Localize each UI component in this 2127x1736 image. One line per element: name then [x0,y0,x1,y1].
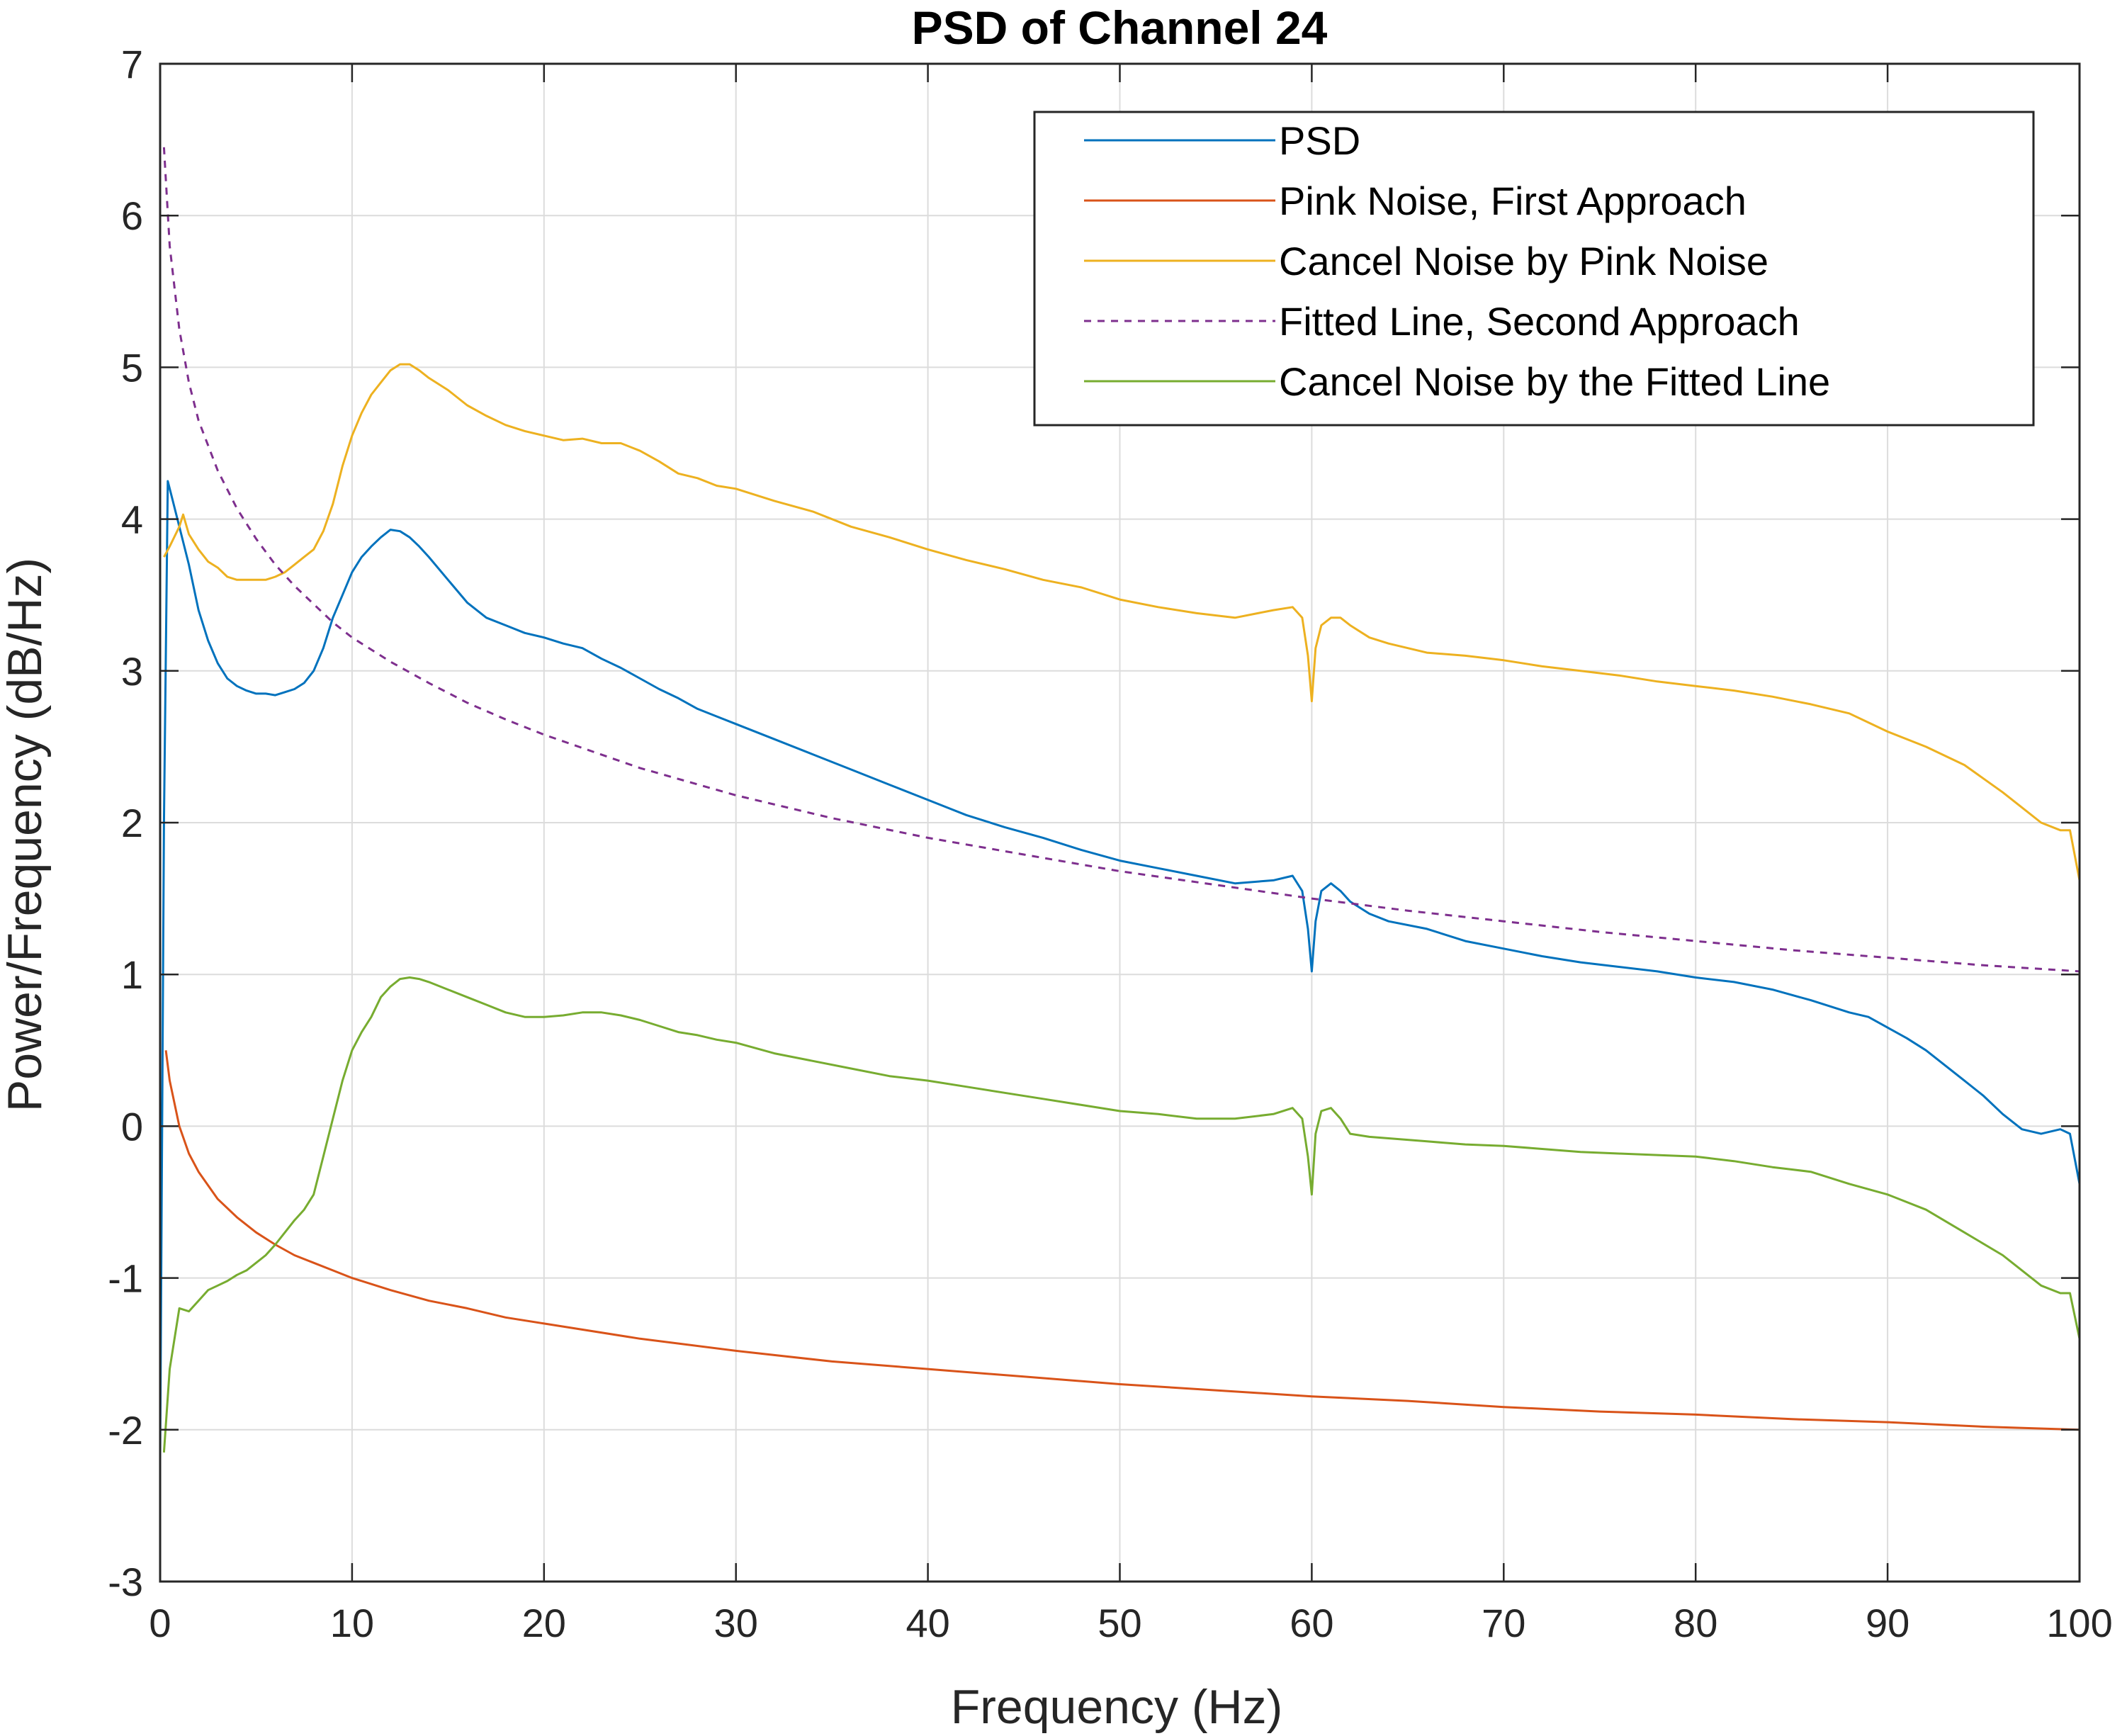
x-tick-label: 30 [714,1601,758,1645]
x-tick-label: 50 [1098,1601,1141,1645]
y-axis-label: Power/Frequency (dB/Hz) [0,558,52,1112]
y-tick-label: -3 [108,1560,143,1604]
y-tick-label: 0 [121,1104,143,1149]
y-tick-label: 2 [121,801,143,845]
axes-frame [159,62,2081,1583]
x-tick-label: 10 [330,1601,374,1645]
legend-box [1033,111,2035,427]
y-tick-label: 7 [121,42,143,86]
y-tick-label: 3 [121,649,143,694]
x-axis-label: Frequency (Hz) [951,1680,1283,1734]
chart-title: PSD of Channel 24 [912,1,1328,54]
y-tick-label: -1 [108,1256,143,1301]
legend: PSD Pink Noise, First Approach Cancel Nois… [1033,111,2035,427]
x-tick-label: 0 [149,1601,171,1645]
series-lines [159,147,2081,1460]
x-tick-label: 70 [1482,1601,1525,1645]
y-tick-label: -2 [108,1408,143,1453]
x-tick-label: 90 [1866,1601,1909,1645]
series-line-4 [162,976,2081,1453]
tick-labels: 0 10 20 30 40 50 60 70 80 90 100 -3 -2 -1 0 1 2 3 4 5 6 7 [108,42,2113,1645]
y-tick-label: 5 [121,345,143,390]
x-tick-label: 100 [2046,1601,2112,1645]
y-tick-label: 1 [121,952,143,997]
series-line-3 [162,147,2080,973]
axes-box [159,62,2081,1583]
series-line-2 [163,363,2081,881]
series-line-0 [159,480,2081,1460]
y-tick-label: 4 [121,497,143,542]
legend-label-2: Cancel Noise by Pink Noise [1279,239,1768,283]
legend-label-0: PSD [1279,118,1360,163]
x-tick-label: 40 [905,1601,949,1645]
x-tick-label: 20 [522,1601,566,1645]
legend-label-4: Cancel Noise by the Fitted Line [1279,359,1830,404]
y-tick-label: 6 [121,193,143,238]
legend-label-3: Fitted Line, Second Approach [1279,299,1800,344]
legend-label-1: Pink Noise, First Approach [1279,179,1747,223]
series-line-1 [164,1050,2080,1431]
x-tick-label: 80 [1674,1601,1717,1645]
x-tick-label: 60 [1290,1601,1333,1645]
